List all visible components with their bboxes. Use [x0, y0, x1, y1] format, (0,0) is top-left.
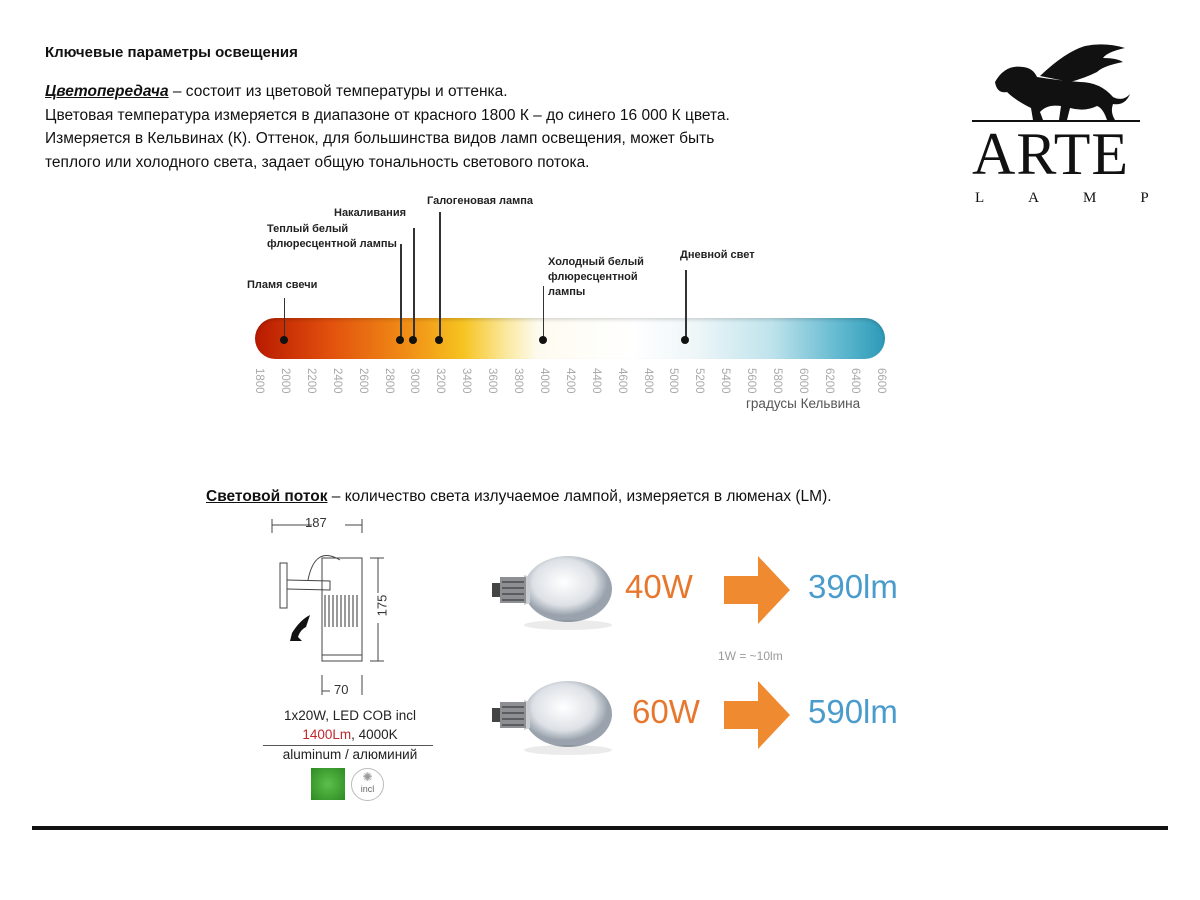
product-drawing	[271, 519, 384, 695]
marker-line	[685, 270, 687, 340]
watt-lumen-ratio: 1W = ~10lm	[718, 649, 783, 663]
x-tick-label: 3600	[486, 368, 499, 394]
x-tick-label: 6400	[848, 368, 861, 394]
arrow-right-icon	[724, 681, 790, 749]
light-bulb-icon	[492, 681, 612, 755]
text-line: Цветовая температура измеряется в диапаз…	[45, 106, 730, 124]
light-bulb-icon	[492, 556, 612, 630]
marker-line	[400, 244, 402, 340]
marker-label: Пламя свечи	[247, 279, 318, 291]
logo-arte: ARTE	[972, 121, 1130, 187]
marker-label: Галогеновая лампа	[427, 195, 534, 207]
spec-power: 1x20W, LED COB incl	[283, 708, 417, 723]
x-tick-label: 4600	[615, 368, 628, 394]
x-tick-label: 2400	[330, 368, 343, 394]
page-heading: Ключевые параметры освещения	[45, 44, 298, 61]
marker-line	[542, 286, 545, 340]
x-tick-label: 6000	[796, 368, 809, 394]
x-tick-label: 5000	[667, 368, 680, 394]
x-tick-label: 5800	[771, 368, 783, 394]
bulb-included-icon: ✺ incl	[351, 768, 384, 801]
text-line: Измеряется в Кельвинах (К). Оттенок, для…	[45, 130, 715, 147]
color-rendering-term: Цветопередача	[45, 83, 169, 100]
spec-lumens: 1400Lm, 4000K	[250, 727, 450, 742]
x-tick-label: 3800	[512, 368, 524, 394]
x-tick-label: 4000	[537, 368, 550, 394]
x-tick-label: 4800	[641, 368, 654, 394]
logo-rule	[972, 120, 1140, 122]
x-tick-label: 3200	[434, 368, 447, 394]
marker-dot	[396, 336, 405, 344]
marker-line	[439, 212, 441, 340]
bulb-badge-text: incl	[360, 784, 375, 794]
x-tick-label: 3000	[408, 368, 421, 394]
lumens: 590lm	[808, 693, 898, 730]
dimension-height: 175	[374, 594, 390, 617]
luminous-flux-desc: – количество света излучаемое лампой, из…	[327, 488, 832, 505]
arrow-right-icon	[724, 556, 790, 624]
color-rendering-text: Цветопередача – состоит из цветовой темп…	[45, 80, 925, 174]
marker-label: Дневной свет	[680, 249, 755, 261]
marker-dot	[435, 336, 444, 344]
text-line: теплого или холодного света, задает общу…	[45, 153, 590, 171]
marker-dot	[409, 336, 418, 344]
x-tick-label: 4200	[563, 368, 576, 394]
lumens: 390lm	[808, 568, 898, 605]
x-tick-label: 2800	[382, 368, 395, 394]
x-tick-label: 4400	[589, 368, 602, 394]
dimension-width: 187	[305, 515, 327, 530]
marker-line	[413, 228, 415, 340]
marker-label: Холодный белый флюресцентной лампы	[548, 256, 644, 298]
x-tick-label: 5400	[719, 368, 732, 394]
spec-divider	[263, 745, 433, 746]
wattage: 40W	[625, 568, 693, 605]
marker-line	[283, 298, 286, 340]
marker-dot	[279, 336, 288, 344]
x-tick-label: 2000	[278, 368, 291, 394]
dimension-base: 70	[334, 682, 349, 697]
spec-material: aluminum / алюминий	[282, 747, 418, 762]
marker-label: Теплый белый флюресцентной лампы	[267, 223, 397, 250]
wattage: 60W	[632, 693, 700, 730]
x-tick-label: 1800	[253, 368, 265, 394]
text-line: – состоит из цветовой температуры и отте…	[168, 83, 508, 100]
luminous-flux-text: Световой поток – количество света излуча…	[206, 488, 832, 506]
x-tick-label: 5600	[745, 368, 758, 394]
marker-dot	[681, 336, 690, 344]
bottom-rule	[32, 826, 1168, 830]
x-tick-label: 2200	[304, 368, 317, 394]
luminous-flux-term: Световой поток	[206, 488, 328, 505]
finish-color-swatch	[311, 768, 345, 800]
x-tick-label: 2600	[356, 368, 369, 394]
logo-lamp: LAMP	[975, 190, 1193, 206]
marker-label: Накаливания	[334, 207, 406, 219]
x-tick-label: 6200	[822, 368, 835, 394]
rotate-arrow-icon	[290, 615, 310, 641]
x-tick-label: 6600	[874, 368, 887, 394]
spec-lumens-value: 1400Lm	[302, 727, 352, 742]
winged-lion-logo-icon	[995, 44, 1130, 120]
spec-temperature: , 4000K	[351, 727, 398, 742]
x-tick-label: 5200	[693, 368, 706, 394]
marker-dot	[538, 336, 547, 344]
temperature-gradient-bar	[255, 318, 885, 359]
x-axis-label: градусы Кельвина	[746, 396, 861, 411]
x-tick-label: 3400	[460, 368, 473, 394]
